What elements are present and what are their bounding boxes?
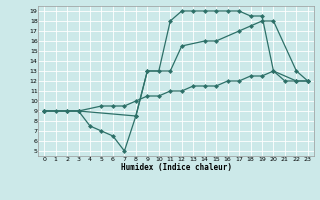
X-axis label: Humidex (Indice chaleur): Humidex (Indice chaleur) <box>121 163 231 172</box>
